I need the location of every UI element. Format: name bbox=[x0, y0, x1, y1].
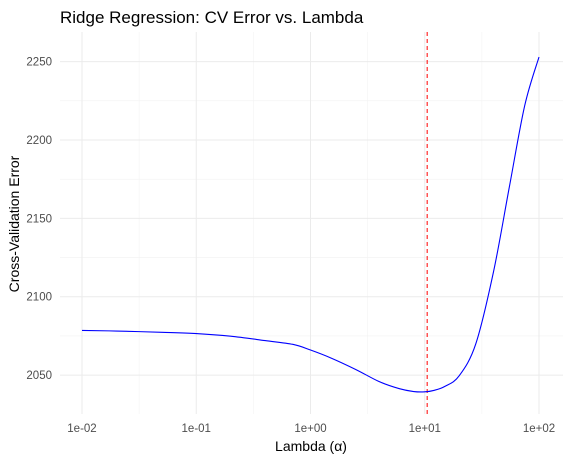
series-line bbox=[81, 56, 540, 393]
y-tick-label: 2150 bbox=[26, 213, 52, 225]
series-layer bbox=[81, 56, 540, 393]
x-tick-label: 1e-01 bbox=[182, 423, 211, 435]
x-tick-label: 1e-02 bbox=[67, 423, 96, 435]
y-tick-label: 2100 bbox=[26, 292, 52, 304]
y-tick-label: 2050 bbox=[26, 370, 52, 382]
x-tick-label: 1e+02 bbox=[523, 423, 555, 435]
y-tick-label: 2250 bbox=[26, 57, 52, 69]
x-axis-ticks: 1e-02 1e-01 1e+00 1e+01 1e+02 bbox=[67, 423, 555, 435]
x-axis-label: Lambda (α) bbox=[275, 438, 347, 454]
y-axis-label: Cross-Validation Error bbox=[6, 155, 22, 292]
grid bbox=[60, 32, 563, 414]
y-axis-ticks: 2050 2100 2150 2200 2250 bbox=[26, 57, 52, 382]
y-tick-label: 2200 bbox=[26, 135, 52, 147]
x-tick-label: 1e+00 bbox=[294, 423, 326, 435]
chart-title: Ridge Regression: CV Error vs. Lambda bbox=[60, 8, 364, 27]
x-tick-label: 1e+01 bbox=[409, 423, 441, 435]
